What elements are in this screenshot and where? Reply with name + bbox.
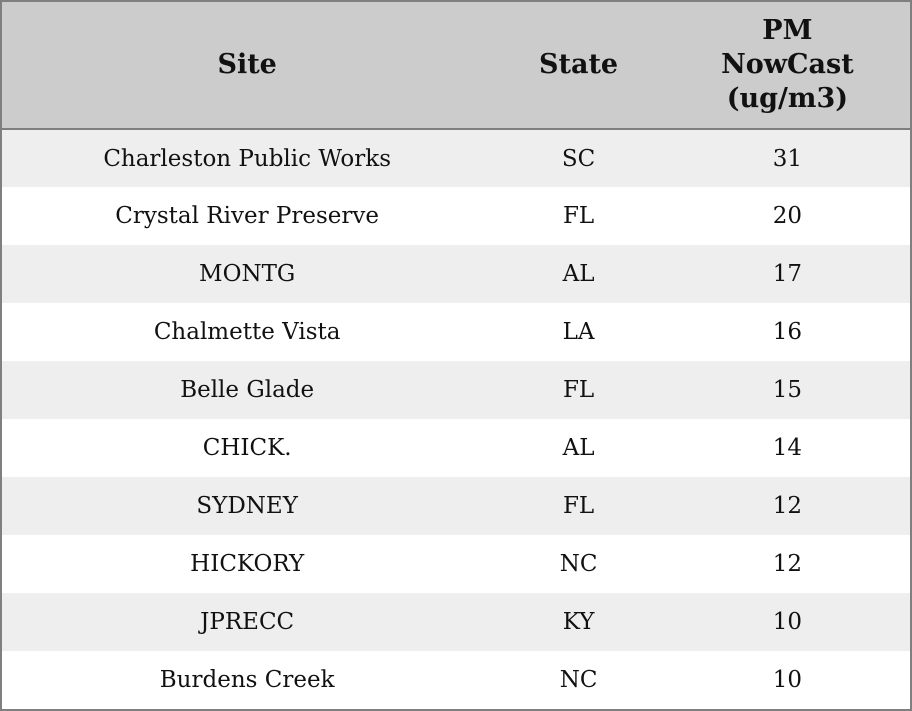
site-cell: SYDNEY <box>196 493 298 519</box>
state-cell: FL <box>562 203 595 229</box>
column-header-state-label: State <box>539 49 619 81</box>
table-body: Charleston Public Works SC 31 Crystal River… <box>2 129 910 709</box>
state-cell: AL <box>562 261 595 287</box>
table-row: Belle Glade FL 15 <box>2 361 910 419</box>
column-header-pm-nowcast: PM NowCast (ug/m3) <box>664 2 910 130</box>
pm-nowcast-cell: 16 <box>772 319 803 345</box>
table-row: Burdens Creek NC 10 <box>2 651 910 709</box>
site-cell: CHICK. <box>202 435 292 461</box>
table-row: JPRECC KY 10 <box>2 593 910 651</box>
pm-nowcast-cell: 12 <box>772 551 803 577</box>
table-row: Charleston Public Works SC 31 <box>2 129 910 187</box>
state-cell: KY <box>562 609 595 635</box>
pm-nowcast-cell: 10 <box>772 667 803 693</box>
pm-nowcast-cell: 31 <box>772 145 803 172</box>
site-cell: MONTG <box>199 261 296 287</box>
pm-nowcast-cell: 15 <box>772 377 803 403</box>
site-cell: Belle Glade <box>180 377 315 403</box>
state-cell: SC <box>561 145 596 172</box>
site-cell: HICKORY <box>190 551 305 577</box>
table-row: HICKORY NC 12 <box>2 535 910 593</box>
site-cell: Crystal River Preserve <box>115 203 379 229</box>
table-row: Chalmette Vista LA 16 <box>2 303 910 361</box>
column-header-state: State <box>492 2 665 130</box>
state-cell: FL <box>562 377 595 403</box>
pm-nowcast-cell: 10 <box>772 609 803 635</box>
state-cell: FL <box>562 493 595 519</box>
column-header-pm-nowcast-label: PM NowCast (ug/m3) <box>721 15 854 114</box>
table-row: MONTG AL 17 <box>2 245 910 303</box>
column-header-site-label: Site <box>217 49 277 81</box>
site-cell: Burdens Creek <box>159 667 335 693</box>
pm-nowcast-cell: 12 <box>772 493 803 519</box>
table-row: SYDNEY FL 12 <box>2 477 910 535</box>
site-cell: Chalmette Vista <box>153 319 341 345</box>
site-cell: Charleston Public Works <box>103 145 391 172</box>
table-row: Crystal River Preserve FL 20 <box>2 187 910 245</box>
pm-nowcast-cell: 14 <box>772 435 803 461</box>
column-header-site: Site <box>2 2 493 130</box>
state-cell: LA <box>562 319 595 345</box>
header-row: Site State PM NowCast (ug/m3) <box>2 2 910 130</box>
site-cell: JPRECC <box>200 609 295 635</box>
table-header: Site State PM NowCast (ug/m3) <box>2 2 910 130</box>
table-row: CHICK. AL 14 <box>2 419 910 477</box>
state-cell: NC <box>559 667 598 693</box>
pm-nowcast-cell: 20 <box>772 203 803 229</box>
state-cell: AL <box>562 435 595 461</box>
state-cell: NC <box>559 551 598 577</box>
pm-nowcast-cell: 17 <box>772 261 803 287</box>
